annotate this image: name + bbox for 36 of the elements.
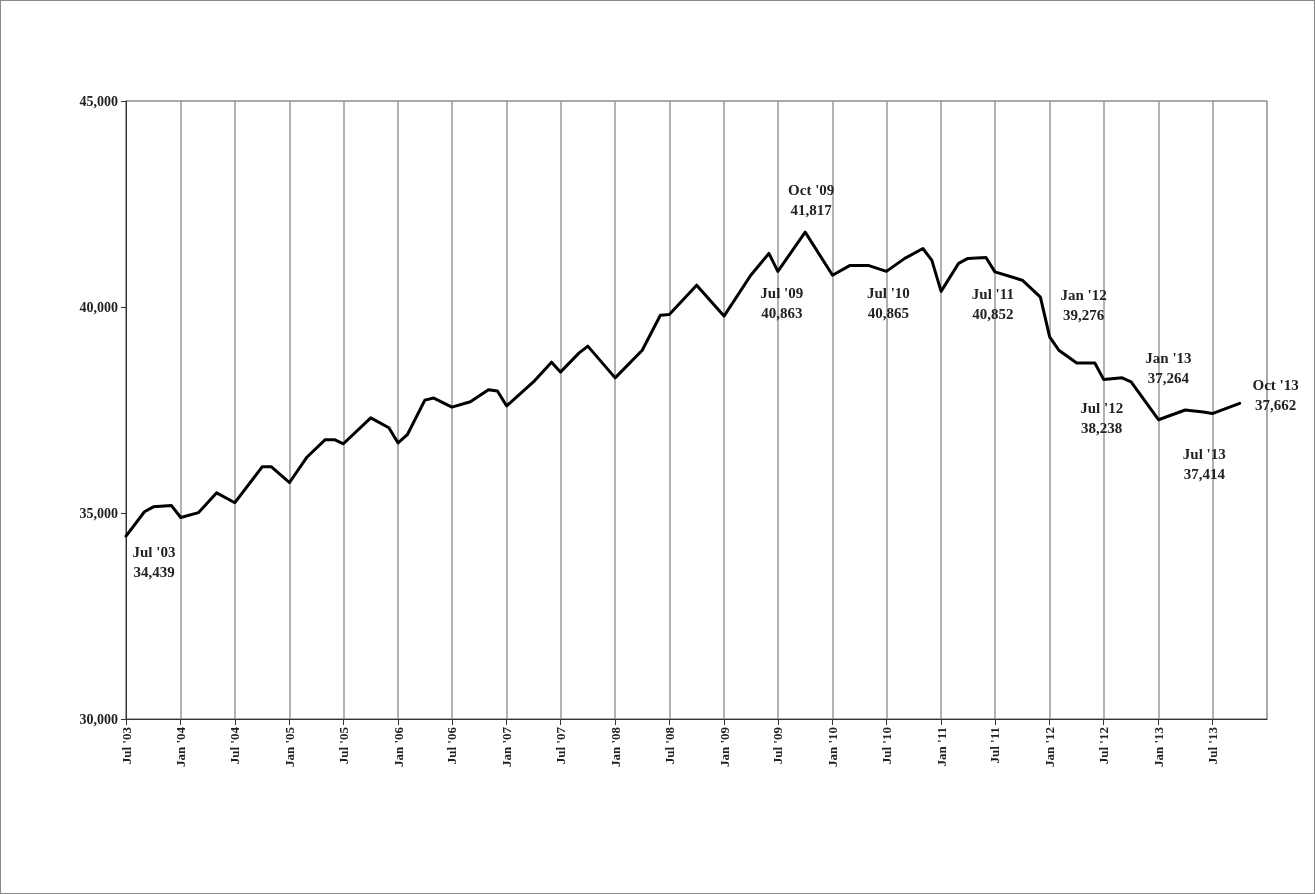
annotation: Jan '13 37,264 xyxy=(1145,349,1192,386)
y-tick-label: 45,000 xyxy=(79,93,118,109)
y-tick-label: 40,000 xyxy=(79,299,118,315)
annotation: Oct '09 41,817 xyxy=(788,182,835,219)
x-tick-label: Jul '08 xyxy=(661,726,677,765)
annotation: Jul '13 37,414 xyxy=(1182,445,1226,482)
x-tick-label: Jan '08 xyxy=(607,726,623,768)
x-tick-label: Jan '06 xyxy=(390,726,406,768)
x-tick-label: Jan '13 xyxy=(1150,726,1166,768)
annotation: Oct '13 37,662 xyxy=(1252,377,1299,414)
annotation: Jul '12 38,238 xyxy=(1080,399,1124,436)
line-series xyxy=(124,230,1242,538)
annotation: Jul '10 40,865 xyxy=(866,285,910,322)
x-tick-label: Jan '11 xyxy=(933,727,949,767)
annotation: Jul '03 34,439 xyxy=(132,544,176,581)
annotation: Jul '11 40,852 xyxy=(971,285,1014,322)
x-tick-label: Jul '04 xyxy=(227,726,243,765)
y-tick-label: 30,000 xyxy=(79,711,118,727)
y-tick-label: 35,000 xyxy=(79,505,118,521)
annotation: Jan '12 39,276 xyxy=(1060,286,1107,323)
x-tick-label: Jul '03 xyxy=(118,726,134,765)
x-tick-label: Jul '10 xyxy=(878,727,894,765)
x-tick-label: Jan '04 xyxy=(173,726,189,768)
x-tick-label: Jul '13 xyxy=(1204,726,1220,765)
x-tick-label: Jul '09 xyxy=(770,726,786,765)
x-tick-label: Jul '06 xyxy=(444,726,460,765)
x-tick-label: Jan '12 xyxy=(1042,727,1058,768)
x-tick-label: Jan '10 xyxy=(825,727,841,768)
x-tick-label: Jul '05 xyxy=(335,726,351,765)
x-tick-label: Jan '09 xyxy=(716,726,732,768)
x-tick-label: Jan '05 xyxy=(282,726,298,768)
x-tick-label: Jan '07 xyxy=(499,726,515,768)
x-tick-label: Jul '12 xyxy=(1096,727,1112,765)
annotation: Jul '09 40,863 xyxy=(760,285,804,322)
x-tick-label: Jul '07 xyxy=(552,726,568,765)
x-tick-label: Jul '11 xyxy=(987,727,1003,764)
